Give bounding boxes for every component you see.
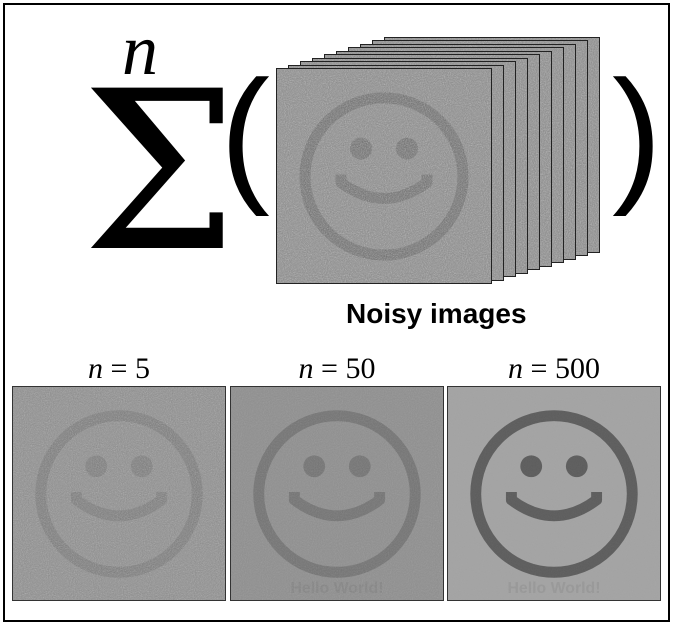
panel-label-n50: n = 50 (230, 352, 444, 386)
close-paren: ) (612, 58, 662, 208)
panel-label-var: n (508, 352, 523, 385)
panel-label-eq: = 50 (314, 352, 376, 385)
averaged-image-n5 (12, 386, 226, 601)
open-paren: ( (220, 58, 270, 208)
panel-label-var: n (88, 352, 103, 385)
noise-overlay (277, 69, 491, 283)
noisy-image-layer (276, 68, 492, 284)
panel-label-eq: = 5 (103, 352, 150, 385)
averaged-image-n50: Hello World! (230, 386, 444, 601)
panel-label-eq: = 500 (523, 352, 600, 385)
noise-overlay (231, 387, 443, 600)
panel-label-n5: n = 5 (12, 352, 226, 386)
averaged-image-n500: Hello World! (447, 386, 661, 601)
noise-overlay (13, 387, 225, 600)
panel-label-n500: n = 500 (447, 352, 661, 386)
noise-overlay (448, 387, 660, 600)
panel-label-var: n (299, 352, 314, 385)
stack-caption: Noisy images (346, 298, 527, 330)
sigma-symbol: Σ (82, 62, 238, 282)
